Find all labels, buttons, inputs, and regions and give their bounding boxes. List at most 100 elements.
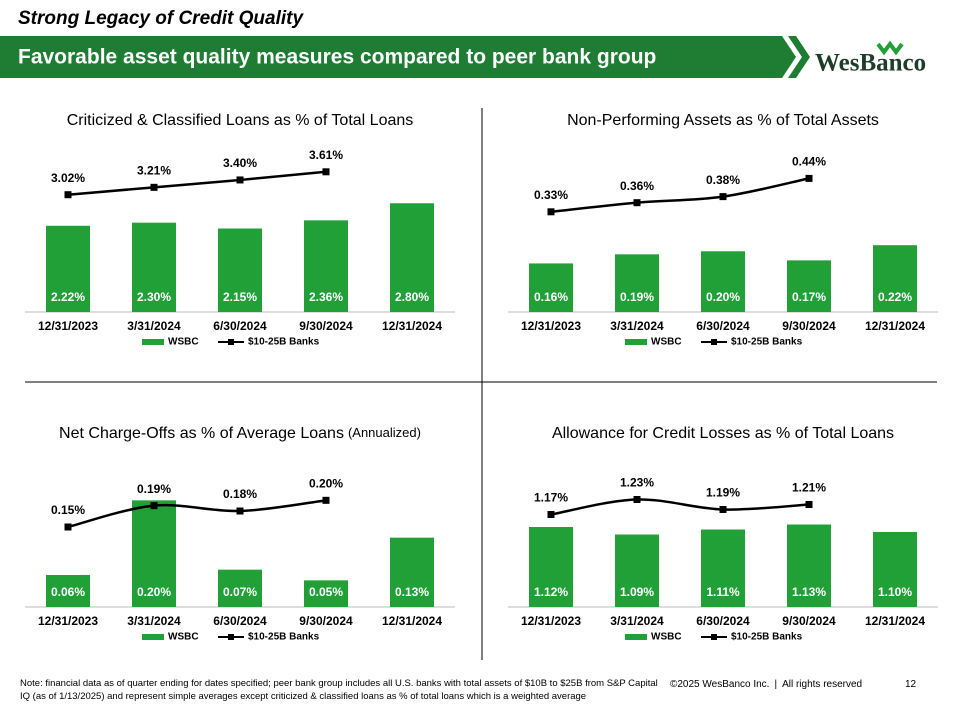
line-marker bbox=[150, 502, 158, 510]
legend-label: WSBC bbox=[651, 632, 682, 643]
x-tick-label: 12/31/2024 bbox=[865, 614, 925, 628]
bar bbox=[787, 260, 831, 312]
line bbox=[67, 170, 327, 196]
line-label: 0.36% bbox=[620, 179, 654, 193]
bar-label: 2.30% bbox=[137, 290, 171, 304]
legend-label: $10-25B Banks bbox=[248, 632, 320, 643]
legend-marker bbox=[228, 634, 234, 640]
bar-label: 1.09% bbox=[620, 585, 654, 599]
line-marker bbox=[150, 183, 158, 191]
x-tick-label: 12/31/2024 bbox=[865, 319, 925, 333]
line-label: 3.40% bbox=[223, 156, 257, 170]
line-marker bbox=[322, 496, 330, 504]
bar bbox=[873, 532, 917, 607]
legend-label: $10-25B Banks bbox=[248, 337, 320, 348]
line-label: 0.44% bbox=[792, 155, 826, 169]
banner bbox=[0, 36, 796, 78]
logo: WesBanco bbox=[815, 50, 926, 77]
line-marker bbox=[322, 168, 330, 176]
line-marker bbox=[805, 174, 813, 182]
bar bbox=[873, 245, 917, 312]
bar-label: 1.12% bbox=[534, 585, 568, 599]
bar bbox=[46, 575, 90, 607]
chart-title-text: Non-Performing Assets as % of Total Asse… bbox=[567, 112, 879, 129]
bar-label: 0.05% bbox=[309, 585, 343, 599]
bar-label: 2.15% bbox=[223, 290, 257, 304]
bar bbox=[304, 580, 348, 607]
x-tick-label: 12/31/2023 bbox=[38, 319, 98, 333]
line bbox=[550, 177, 810, 214]
bar-label: 2.36% bbox=[309, 290, 343, 304]
legend-label: $10-25B Banks bbox=[731, 632, 803, 643]
line-label: 3.21% bbox=[137, 164, 171, 178]
legend-label: $10-25B Banks bbox=[731, 337, 803, 348]
line-label: 0.18% bbox=[223, 487, 257, 501]
bar bbox=[701, 251, 745, 312]
bar-label: 2.80% bbox=[395, 290, 429, 304]
bar bbox=[390, 203, 434, 312]
line-label: 0.38% bbox=[706, 173, 740, 187]
legend-swatch bbox=[142, 634, 164, 640]
x-tick-label: 12/31/2024 bbox=[382, 319, 442, 333]
bar-label: 1.13% bbox=[792, 585, 826, 599]
bar bbox=[132, 222, 176, 312]
line-label: 1.19% bbox=[706, 486, 740, 500]
bar-label: 2.22% bbox=[51, 290, 85, 304]
legend-label: WSBC bbox=[168, 337, 199, 348]
bar bbox=[218, 569, 262, 607]
chart-title: Net Charge-Offs as % of Average Loans (An… bbox=[59, 425, 421, 442]
x-tick-label: 6/30/2024 bbox=[696, 319, 750, 333]
line-marker bbox=[547, 511, 555, 518]
line-marker bbox=[633, 496, 641, 503]
legend-label: WSBC bbox=[651, 337, 682, 348]
x-tick-label: 3/31/2024 bbox=[610, 319, 664, 333]
x-tick-label: 9/30/2024 bbox=[299, 319, 353, 333]
logo-icon bbox=[876, 40, 904, 56]
bar-label: 0.20% bbox=[137, 585, 171, 599]
x-tick-label: 9/30/2024 bbox=[782, 614, 836, 628]
bar bbox=[304, 220, 348, 312]
chart-title-text: Net Charge-Offs as % of Average Loans bbox=[59, 425, 344, 442]
bar-label: 0.06% bbox=[51, 585, 85, 599]
bar-label: 0.22% bbox=[878, 290, 912, 304]
x-tick-label: 9/30/2024 bbox=[299, 614, 353, 628]
line-label: 1.21% bbox=[792, 481, 826, 495]
footnote: Note: financial data as of quarter endin… bbox=[20, 678, 658, 702]
bar bbox=[615, 534, 659, 607]
line-label: 3.02% bbox=[51, 171, 85, 185]
separator: | bbox=[774, 679, 778, 690]
x-tick-label: 6/30/2024 bbox=[213, 614, 267, 628]
line-label: 0.33% bbox=[534, 188, 568, 202]
line-label: 0.15% bbox=[51, 503, 85, 517]
legend-swatch bbox=[625, 634, 647, 640]
line-marker bbox=[236, 507, 244, 515]
x-tick-label: 12/31/2023 bbox=[521, 614, 581, 628]
bar bbox=[46, 225, 90, 312]
legend-swatch bbox=[625, 339, 647, 345]
bar bbox=[132, 500, 176, 607]
line-marker bbox=[547, 208, 555, 216]
x-tick-label: 3/31/2024 bbox=[127, 614, 181, 628]
bar bbox=[787, 524, 831, 607]
line-marker bbox=[64, 523, 72, 531]
line bbox=[550, 498, 810, 516]
line bbox=[67, 499, 327, 529]
legend-marker bbox=[711, 634, 717, 640]
banner-chevron bbox=[788, 36, 810, 78]
copyright-text: ©2025 WesBanco Inc. bbox=[670, 679, 770, 690]
chart-title: Non-Performing Assets as % of Total Asse… bbox=[567, 112, 879, 129]
bar bbox=[218, 228, 262, 312]
x-tick-label: 3/31/2024 bbox=[127, 319, 181, 333]
x-tick-label: 3/31/2024 bbox=[610, 614, 664, 628]
legend-marker bbox=[711, 339, 717, 345]
chart-title: Allowance for Credit Losses as % of Tota… bbox=[552, 425, 894, 442]
x-tick-label: 6/30/2024 bbox=[696, 614, 750, 628]
line-marker bbox=[719, 193, 727, 201]
bar-label: 1.10% bbox=[878, 585, 912, 599]
legend-label: WSBC bbox=[168, 632, 199, 643]
line-label: 3.61% bbox=[309, 148, 343, 162]
line-marker bbox=[633, 199, 641, 207]
line-marker bbox=[236, 176, 244, 184]
